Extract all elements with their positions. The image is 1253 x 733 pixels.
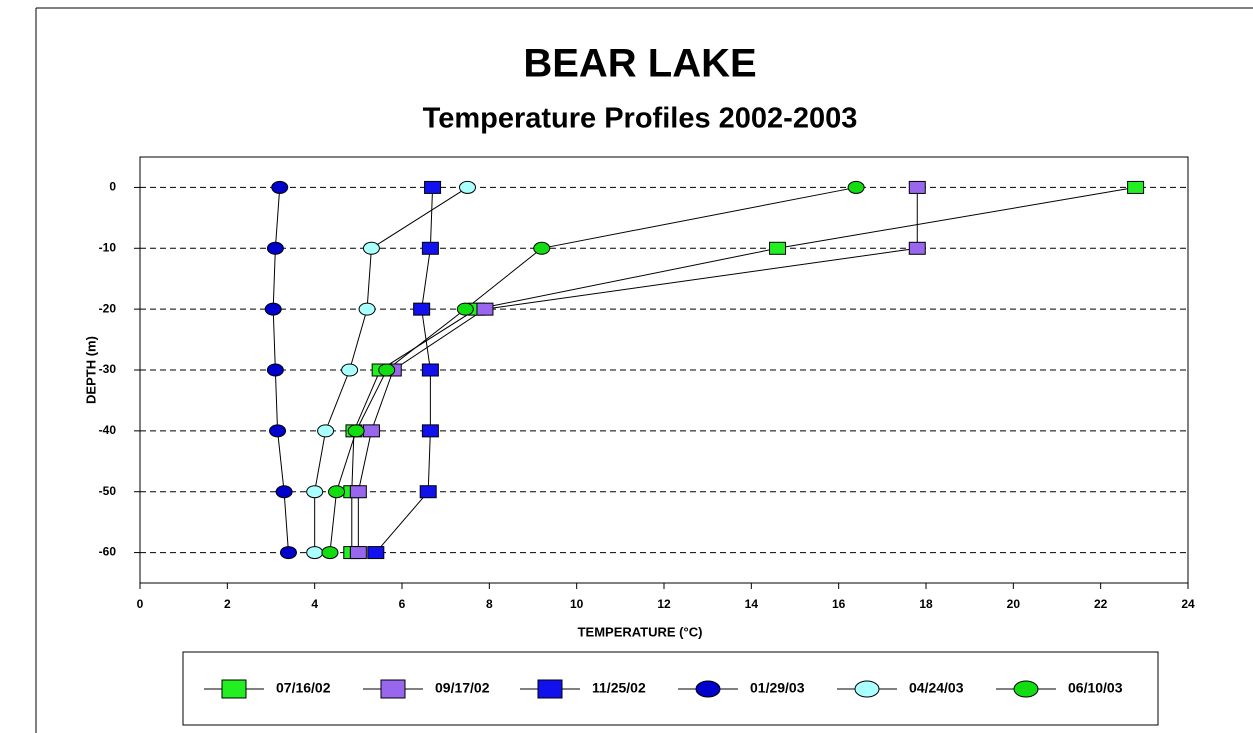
marker bbox=[347, 424, 365, 438]
marker bbox=[367, 546, 385, 560]
marker bbox=[306, 546, 324, 560]
marker bbox=[533, 241, 551, 255]
marker bbox=[456, 302, 474, 316]
legend-marker bbox=[380, 679, 406, 699]
marker bbox=[328, 485, 345, 499]
marker bbox=[476, 302, 494, 316]
y-tick-label: -30 bbox=[99, 362, 117, 376]
marker bbox=[419, 485, 437, 499]
legend-marker bbox=[221, 679, 247, 699]
marker bbox=[264, 302, 282, 316]
legend-label: 01/29/03 bbox=[750, 680, 805, 696]
marker bbox=[769, 241, 787, 255]
legend-label: 11/25/02 bbox=[592, 680, 646, 696]
marker bbox=[421, 424, 439, 438]
marker bbox=[362, 424, 380, 438]
y-tick-label: -40 bbox=[99, 423, 117, 437]
x-tick-label: 16 bbox=[832, 597, 846, 611]
x-tick-label: 10 bbox=[570, 597, 584, 611]
y-tick-label: -50 bbox=[99, 484, 117, 498]
legend-label: 09/17/02 bbox=[435, 680, 490, 696]
marker bbox=[908, 241, 926, 255]
legend-marker bbox=[854, 680, 880, 698]
marker bbox=[349, 485, 367, 499]
legend-box bbox=[182, 651, 1159, 726]
marker bbox=[317, 424, 335, 438]
marker bbox=[358, 302, 376, 316]
marker bbox=[908, 180, 926, 194]
x-tick-label: 2 bbox=[224, 597, 231, 611]
marker bbox=[378, 363, 396, 377]
y-tick-label: -20 bbox=[99, 301, 117, 315]
marker bbox=[459, 180, 476, 194]
legend-label: 04/24/03 bbox=[909, 680, 964, 696]
marker bbox=[266, 363, 284, 377]
chart-title: BEAR LAKE bbox=[523, 42, 756, 86]
marker bbox=[306, 485, 324, 499]
y-axis-label: DEPTH (m) bbox=[83, 336, 98, 404]
x-axis-label: TEMPERATURE (°C) bbox=[578, 624, 703, 639]
marker bbox=[362, 241, 380, 255]
marker bbox=[321, 546, 339, 560]
y-tick-label: 0 bbox=[109, 180, 116, 194]
x-tick-label: 18 bbox=[919, 597, 933, 611]
marker bbox=[269, 424, 287, 438]
marker bbox=[349, 546, 367, 560]
x-tick-label: 0 bbox=[137, 597, 144, 611]
chart-subtitle: Temperature Profiles 2002-2003 bbox=[423, 103, 858, 135]
x-tick-label: 4 bbox=[311, 597, 318, 611]
marker bbox=[271, 180, 289, 194]
y-tick-label: -60 bbox=[99, 545, 117, 559]
marker bbox=[341, 363, 359, 377]
legend-label: 06/10/03 bbox=[1068, 680, 1123, 696]
marker bbox=[421, 241, 439, 255]
x-tick-label: 22 bbox=[1094, 597, 1108, 611]
x-tick-label: 14 bbox=[745, 597, 759, 611]
x-tick-label: 6 bbox=[399, 597, 406, 611]
marker bbox=[424, 180, 442, 194]
y-tick-label: -10 bbox=[99, 240, 117, 254]
x-tick-label: 8 bbox=[486, 597, 493, 611]
x-tick-label: 24 bbox=[1181, 597, 1195, 611]
marker bbox=[421, 363, 439, 377]
legend-label: 07/16/02 bbox=[276, 680, 331, 696]
x-tick-label: 20 bbox=[1007, 597, 1021, 611]
marker bbox=[1127, 180, 1145, 194]
legend-marker bbox=[695, 680, 721, 698]
legend-marker bbox=[1013, 680, 1039, 698]
marker bbox=[266, 241, 284, 255]
marker bbox=[413, 302, 431, 316]
legend-marker bbox=[537, 679, 563, 699]
marker bbox=[847, 180, 865, 194]
x-tick-label: 12 bbox=[657, 597, 671, 611]
marker bbox=[279, 546, 297, 560]
marker bbox=[275, 485, 293, 499]
